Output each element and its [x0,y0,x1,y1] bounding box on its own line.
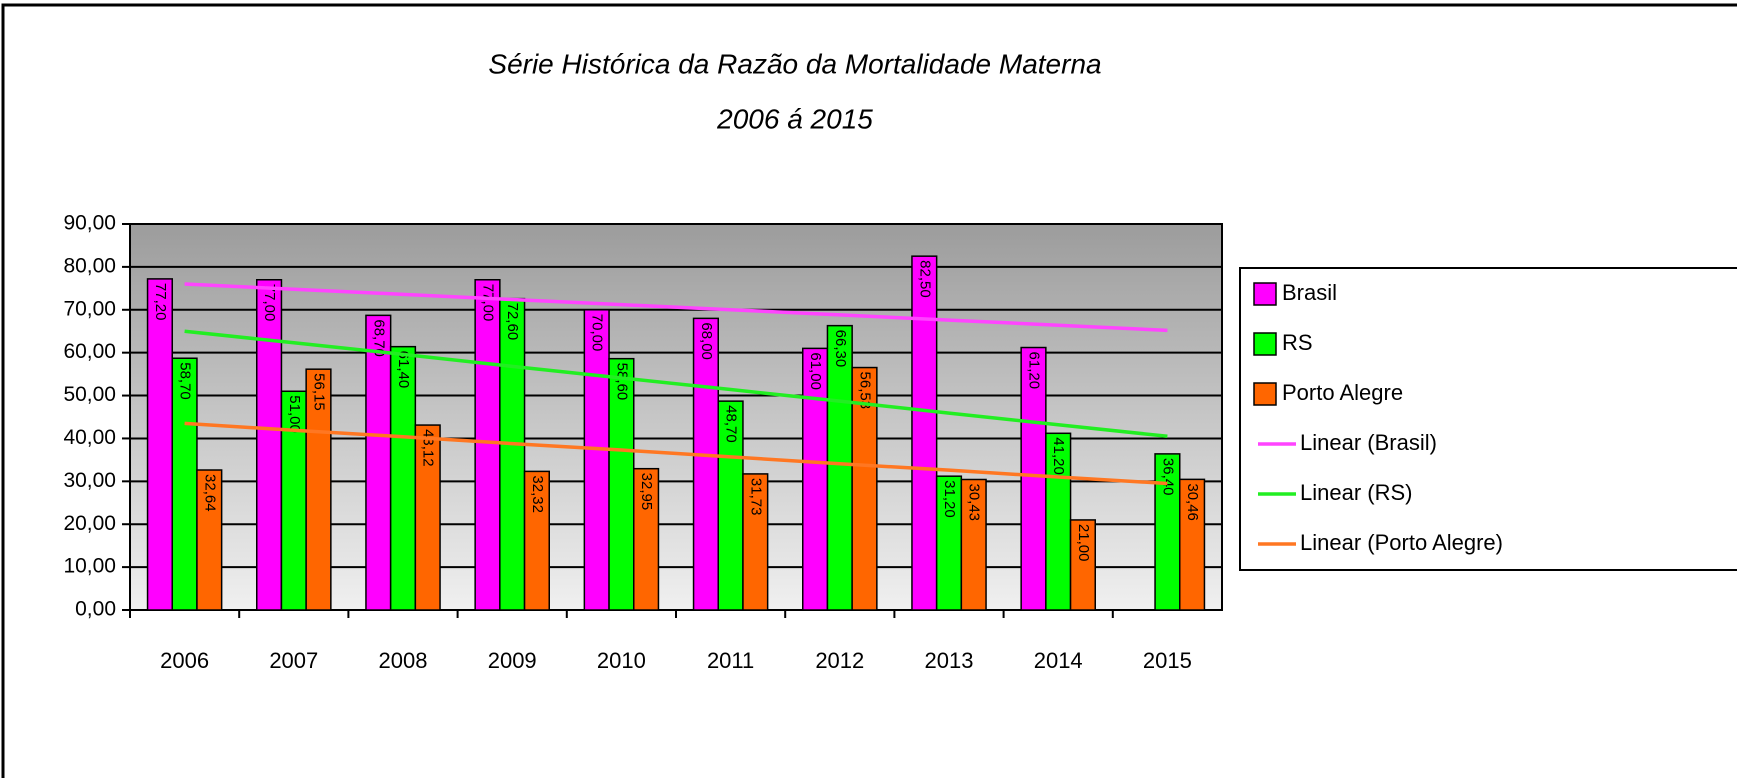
data-label: 58,60 [613,363,630,401]
data-label: 32,95 [638,473,655,511]
chart-title: Série Histórica da Razão da Mortalidade … [488,48,1101,79]
bar [305,368,332,611]
bar [499,297,526,611]
data-label: 51,00 [286,395,303,433]
bar [1154,453,1181,611]
data-label: 48,70 [723,405,740,443]
data-label: 61,00 [807,352,824,390]
data-label: 43,12 [420,429,437,467]
y-tick-label: 70,00 [63,297,116,320]
y-tick-label: 60,00 [63,340,116,363]
x-tick-label: 2006 [160,648,209,673]
legend-label: Linear (Porto Alegre) [1300,530,1503,555]
bar [146,278,174,611]
bar [742,473,769,611]
bar [911,255,938,611]
data-label: 21,00 [1075,524,1092,562]
data-label: 77,00 [480,284,497,322]
data-label: 68,00 [698,322,715,360]
x-tick-label: 2013 [925,648,974,673]
legend-label: Linear (RS) [1300,480,1412,505]
legend-label: Brasil [1282,280,1337,305]
data-label: 68,70 [370,319,387,357]
trend-line [184,421,1168,486]
bar [280,390,307,611]
x-tick-label: 2012 [815,648,864,673]
bar [389,345,417,611]
data-label: 70,00 [589,314,606,352]
y-tick-label: 80,00 [63,254,116,277]
data-label: 77,20 [152,283,169,321]
y-tick-label: 40,00 [63,426,116,449]
trend-line [184,282,1168,333]
bar [1069,519,1097,611]
bar [196,469,223,611]
bar [474,279,501,611]
data-label: 77,00 [261,284,278,322]
data-label: 56,15 [311,373,328,411]
bar [256,279,283,611]
data-label: 72,60 [504,303,521,341]
data-label: 31,73 [747,478,764,516]
bar [414,424,441,611]
data-label: 56,53 [857,372,874,410]
legend-swatch [1253,282,1277,306]
bar [583,309,610,611]
bar [1045,432,1072,611]
x-tick-label: 2010 [597,648,646,673]
x-tick-label: 2011 [707,648,754,673]
bar [851,366,878,611]
data-label: 32,64 [201,474,218,512]
y-tick-label: 50,00 [63,383,116,406]
x-tick-label: 2007 [269,648,318,673]
bar [1179,478,1206,611]
data-label: 32,32 [529,475,546,513]
y-tick-label: 90,00 [63,212,116,235]
x-tick-label: 2008 [379,648,428,673]
chart-subtitle: 2006 á 2015 [716,103,873,134]
x-tick-label: 2014 [1034,648,1083,673]
y-tick-label: 10,00 [63,555,116,578]
data-label: 61,40 [395,351,412,389]
legend-swatch [1253,332,1277,356]
data-label: 82,50 [916,260,933,298]
bar [633,467,660,611]
data-label: 30,46 [1184,483,1201,521]
bar [1020,346,1047,611]
legend-label: Porto Alegre [1282,380,1403,405]
legend-label: RS [1282,330,1313,355]
bar [365,314,392,611]
x-tick-label: 2015 [1143,648,1192,673]
data-label: 30,43 [966,483,983,521]
data-label: 66,30 [832,330,849,368]
y-tick-label: 0,00 [75,598,116,621]
legend-label: Linear (Brasil) [1300,430,1437,455]
legend [1239,267,1737,571]
y-tick-label: 30,00 [63,469,116,492]
data-label: 36,40 [1159,458,1176,496]
legend-swatch [1253,382,1277,406]
data-label: 61,20 [1026,352,1043,390]
data-label: 41,20 [1050,437,1067,475]
y-tick-label: 20,00 [63,512,116,535]
data-label: 58,70 [177,362,194,400]
trend-line [184,329,1168,439]
bar [960,478,987,611]
x-tick-label: 2009 [488,648,537,673]
bar [523,470,550,611]
bar [826,324,853,611]
data-label: 31,20 [941,480,958,518]
bar [692,317,719,611]
